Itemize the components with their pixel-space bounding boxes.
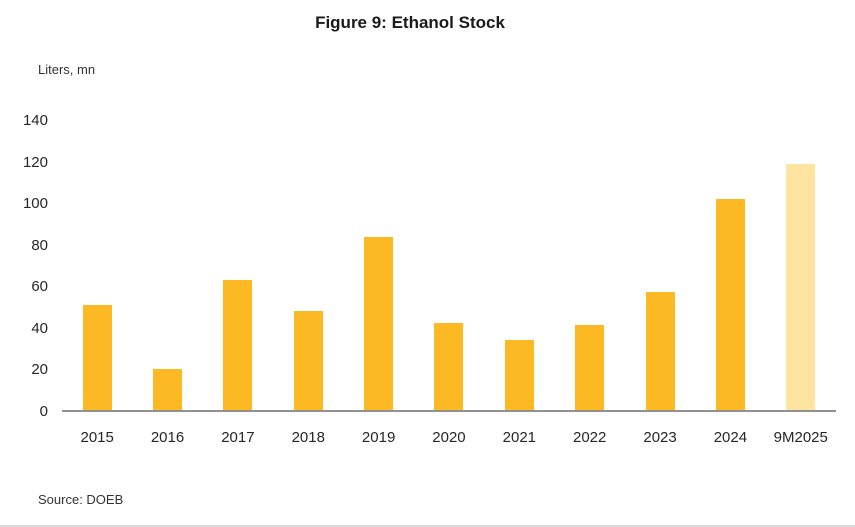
bar-slot — [555, 121, 625, 410]
bar-2021 — [504, 339, 534, 410]
x-axis-tick-label: 2020 — [432, 429, 466, 446]
bar-9M2025 — [786, 164, 816, 410]
bar-2022 — [575, 325, 605, 410]
source-note: Source: DOEB — [38, 492, 124, 507]
y-axis-tick-label: 60 — [31, 278, 48, 296]
x-axis-tick-label: 9M2025 — [773, 429, 828, 446]
x-axis-tick-label: 2023 — [643, 429, 677, 446]
x-axis-tick-label: 2017 — [221, 429, 255, 446]
bar-slot — [414, 121, 484, 410]
x-axis-tick-label: 2016 — [150, 429, 185, 446]
y-axis-tick-label: 0 — [39, 403, 48, 420]
plot-area — [62, 121, 836, 412]
bar-slot — [203, 121, 273, 410]
bar-2019 — [364, 236, 394, 410]
bar-2024 — [715, 199, 745, 410]
x-axis-tick-label: 2022 — [573, 429, 607, 446]
y-axis-unit-label: Liters, mn — [38, 62, 96, 77]
bar-2016 — [153, 368, 183, 410]
bar-slot — [695, 121, 765, 410]
bar-2017 — [223, 279, 253, 410]
bar-2023 — [645, 292, 675, 410]
y-axis-tick-label: 140 — [22, 112, 48, 129]
y-axis-tick-label: 40 — [31, 319, 48, 337]
bar-slot — [343, 121, 413, 410]
x-axis: 2015 2016 2017 2018 2019 2020 2021 2022 2023 2024… — [62, 429, 836, 446]
chart-title: Figure 9: Ethanol Stock — [315, 13, 505, 32]
y-axis-tick-label: 80 — [31, 236, 48, 254]
bar-slot — [273, 121, 343, 410]
x-axis-tick-label: 2018 — [291, 429, 325, 446]
y-axis-tick-label: 100 — [22, 195, 48, 213]
x-axis-tick-label: 2019 — [361, 429, 396, 446]
bar-slot — [62, 121, 132, 410]
x-axis-tick-label: 2015 — [80, 429, 114, 446]
x-axis-tick-label: 2024 — [713, 429, 748, 446]
bottom-edge-divider — [0, 525, 855, 527]
y-axis: 0 20 40 60 80 100 120 140 — [8, 112, 48, 420]
bar-2015 — [82, 304, 112, 410]
bar-slot — [625, 121, 695, 410]
bar-slot — [766, 121, 836, 410]
bar-slot — [484, 121, 554, 410]
bar-2018 — [293, 310, 323, 410]
y-axis-tick-label: 120 — [22, 153, 48, 171]
bar-slot — [132, 121, 202, 410]
y-axis-tick-label: 20 — [31, 361, 48, 379]
x-axis-tick-label: 2021 — [502, 429, 537, 446]
bar-2020 — [434, 323, 464, 410]
